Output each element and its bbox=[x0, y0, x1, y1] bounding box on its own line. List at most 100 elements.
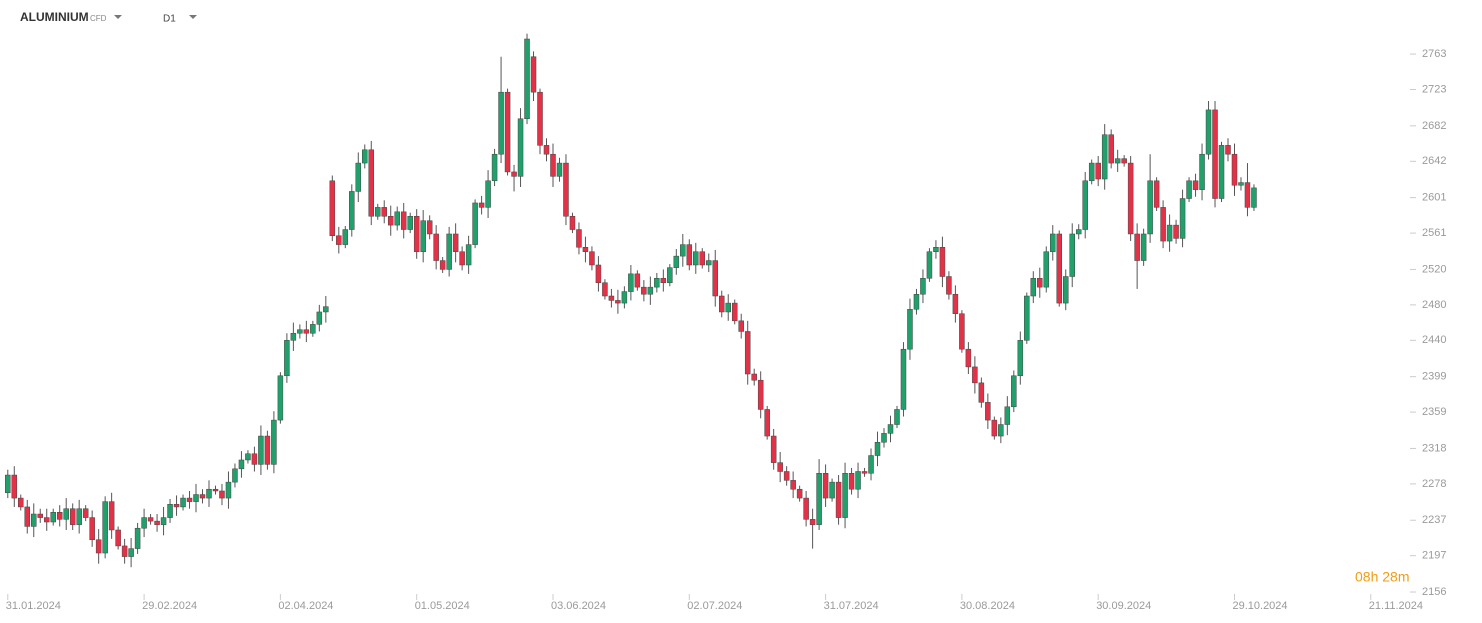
candle-body bbox=[693, 251, 699, 266]
candle-body bbox=[1069, 233, 1075, 277]
candle-body bbox=[946, 276, 952, 295]
candle-body bbox=[608, 295, 615, 301]
candle-body bbox=[887, 424, 894, 434]
candle-body bbox=[82, 508, 89, 518]
candle-body bbox=[829, 481, 835, 499]
timeframe-dropdown[interactable] bbox=[189, 15, 197, 19]
candle-body bbox=[602, 282, 608, 297]
y-tick-label: 2723 bbox=[1422, 83, 1446, 95]
candle-body bbox=[556, 162, 563, 177]
candle-body bbox=[1127, 162, 1134, 235]
candle-body bbox=[816, 473, 822, 525]
candle-body bbox=[1062, 276, 1069, 304]
candle-body bbox=[907, 309, 913, 350]
candle-body bbox=[647, 286, 654, 295]
x-tick-label: 02.07.2024 bbox=[687, 600, 742, 612]
candle-body bbox=[550, 153, 556, 177]
candle-body bbox=[680, 244, 686, 257]
candle-body bbox=[362, 149, 368, 164]
symbol[interactable]: ALUMINIUM bbox=[20, 10, 89, 24]
candle-body bbox=[232, 468, 238, 483]
candle-body bbox=[349, 191, 355, 230]
candle-body bbox=[576, 229, 582, 248]
candle-body bbox=[1179, 198, 1186, 239]
candle-body bbox=[193, 494, 199, 502]
candle-body bbox=[628, 273, 634, 292]
candle-body bbox=[1251, 187, 1257, 208]
candle-body bbox=[517, 118, 524, 177]
candle-body bbox=[56, 512, 63, 520]
candle-body bbox=[1225, 145, 1231, 155]
candle-body bbox=[699, 251, 706, 266]
candle-body bbox=[654, 278, 660, 288]
y-tick-label: 2763 bbox=[1422, 48, 1446, 60]
y-tick-label: 2520 bbox=[1422, 263, 1446, 275]
candle-body bbox=[660, 278, 667, 283]
candle-body bbox=[621, 291, 628, 304]
x-tick-label: 03.06.2024 bbox=[551, 600, 606, 612]
candle-body bbox=[485, 180, 491, 208]
y-tick-label: 2318 bbox=[1422, 442, 1446, 454]
candle-body bbox=[258, 435, 264, 465]
candle-body bbox=[868, 455, 874, 474]
candle-body bbox=[446, 233, 452, 270]
candle-body bbox=[491, 153, 498, 182]
symbol-dropdown[interactable] bbox=[114, 15, 122, 19]
candle-body bbox=[271, 419, 277, 465]
candle-body bbox=[504, 91, 511, 173]
candle-body bbox=[245, 453, 251, 461]
candle-body bbox=[985, 402, 991, 421]
candle-body bbox=[972, 366, 978, 384]
candle-body bbox=[420, 220, 426, 252]
candle-body bbox=[277, 375, 284, 421]
candle-body bbox=[134, 527, 141, 549]
candle-body bbox=[641, 286, 647, 295]
candle-body bbox=[439, 260, 446, 270]
candle-body bbox=[238, 459, 245, 470]
candle-body bbox=[1095, 162, 1101, 180]
candle-body bbox=[18, 497, 24, 508]
candle-body bbox=[498, 91, 504, 155]
candle-body bbox=[926, 251, 933, 279]
candle-body bbox=[50, 512, 56, 523]
candle-body bbox=[543, 145, 550, 155]
candle-body bbox=[297, 329, 303, 334]
candle-body bbox=[1186, 180, 1192, 199]
candle-body bbox=[290, 332, 297, 341]
countdown: 08h 28m bbox=[1355, 569, 1409, 585]
y-tick-label: 2642 bbox=[1422, 155, 1446, 167]
candle-body bbox=[530, 56, 537, 93]
candle-body bbox=[1011, 375, 1017, 408]
candle-body bbox=[426, 220, 433, 235]
timeframe[interactable]: D1 bbox=[163, 14, 176, 25]
candle-body bbox=[939, 247, 946, 277]
y-tick-label: 2440 bbox=[1422, 334, 1446, 346]
candle-body bbox=[1004, 406, 1011, 425]
candle-body bbox=[855, 471, 861, 490]
candle-body bbox=[400, 211, 407, 230]
candle-body bbox=[1173, 224, 1179, 239]
candle-body bbox=[777, 462, 783, 472]
candle-body bbox=[310, 324, 316, 334]
candle-body bbox=[978, 382, 985, 403]
candle-body bbox=[407, 215, 413, 230]
candle-body bbox=[796, 488, 803, 499]
candle-body bbox=[718, 295, 725, 313]
y-tick-label: 2359 bbox=[1422, 406, 1446, 418]
candle-body bbox=[342, 229, 349, 245]
y-tick-label: 2399 bbox=[1422, 371, 1446, 383]
candle-body bbox=[173, 504, 180, 508]
candle-body bbox=[770, 435, 777, 463]
candle-body bbox=[1043, 251, 1050, 288]
candle-body bbox=[147, 517, 154, 522]
candle-body bbox=[569, 215, 576, 230]
candle-body bbox=[355, 162, 362, 192]
candle-body bbox=[160, 517, 167, 525]
candle-body bbox=[1205, 109, 1212, 155]
candle-body bbox=[803, 497, 809, 520]
candle-body bbox=[738, 320, 744, 332]
candle-body bbox=[329, 180, 336, 236]
candle-body bbox=[199, 494, 206, 499]
x-tick-label: 29.10.2024 bbox=[1232, 600, 1287, 612]
candle-body bbox=[180, 497, 186, 508]
